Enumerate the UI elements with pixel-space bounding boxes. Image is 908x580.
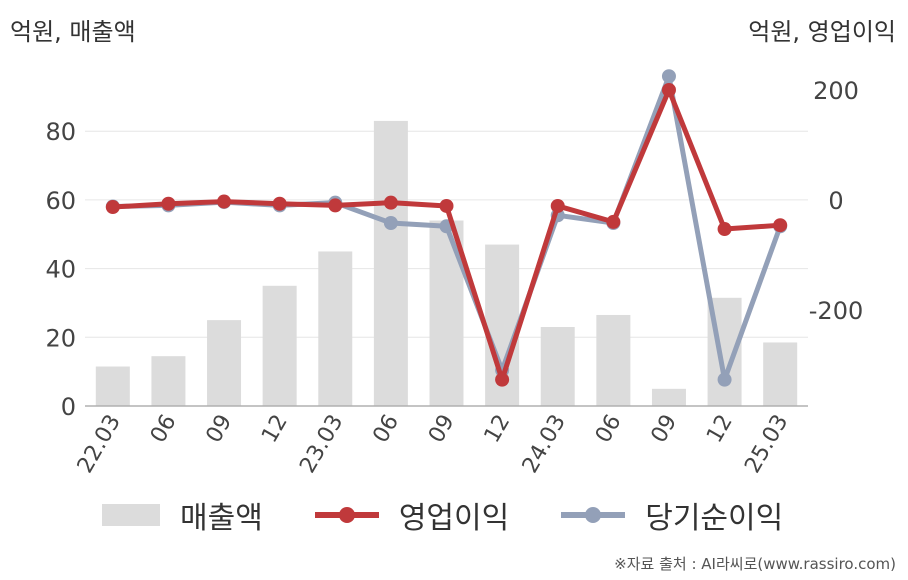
x-tick-label: 06 — [146, 411, 182, 448]
point-operating — [717, 222, 732, 237]
x-tick-label: 24.03 — [518, 411, 571, 478]
bar-revenue — [651, 388, 686, 406]
x-tick-label: 22.03 — [73, 411, 126, 478]
y-left-tick-label: 60 — [45, 187, 76, 215]
bar-revenue — [95, 366, 130, 406]
source-note: ※자료 출처 : AI라씨로(www.rassiro.com) — [614, 555, 896, 573]
point-operating — [439, 198, 454, 213]
bars — [95, 120, 798, 407]
y-right-tick-label: 0 — [828, 187, 843, 215]
point-operating — [217, 194, 232, 209]
point-operating — [606, 214, 621, 229]
x-tick-label: 12 — [702, 411, 738, 448]
bar-revenue — [763, 342, 798, 406]
point-net — [717, 372, 732, 387]
x-tick-label: 09 — [202, 411, 238, 448]
bar-revenue — [151, 356, 186, 406]
point-operating — [272, 196, 287, 211]
legend: 매출액 영업이익 당기순이익 — [102, 493, 827, 537]
legend-swatch-revenue — [102, 504, 160, 526]
legend-swatch-net — [561, 504, 626, 526]
bar-revenue — [262, 285, 297, 406]
legend-label-operating: 영업이익 — [398, 501, 510, 536]
point-operating — [773, 218, 788, 233]
x-tick-label: 06 — [368, 411, 404, 448]
x-tick-label: 09 — [424, 411, 460, 448]
y-left-unit-label: 억원, 매출액 — [10, 18, 136, 46]
point-operating — [328, 198, 343, 213]
point-operating — [661, 83, 676, 97]
point-net — [661, 69, 676, 84]
bar-revenue — [207, 320, 242, 406]
y-right-tick-label: 200 — [813, 77, 859, 105]
legend-label-net: 당기순이익 — [645, 501, 784, 536]
y-right-tick-label: -200 — [809, 297, 863, 325]
x-tick-label: 12 — [257, 411, 293, 448]
y-left-tick-label: 20 — [45, 324, 76, 352]
y-right-unit-label: 억원, 영업이익 — [748, 18, 896, 46]
point-operating — [105, 200, 120, 215]
y-left-tick-label: 0 — [61, 393, 76, 421]
point-operating — [495, 372, 510, 387]
bar-revenue — [318, 251, 353, 406]
point-operating — [383, 195, 398, 210]
lines — [105, 69, 788, 387]
legend-item-net: 당기순이익 — [561, 493, 783, 537]
y-right-ticks: 200 0 -200 — [809, 77, 863, 325]
bar-revenue — [540, 327, 575, 406]
legend-label-revenue: 매출액 — [180, 501, 263, 536]
legend-item-operating: 영업이익 — [314, 493, 510, 537]
x-tick-label: 06 — [591, 411, 627, 448]
legend-swatch-operating — [314, 504, 379, 526]
y-left-tick-label: 80 — [45, 118, 76, 146]
x-tick-label: 23.03 — [295, 411, 348, 478]
x-tick-label: 09 — [647, 411, 683, 448]
y-left-ticks: 0 20 40 60 80 — [45, 118, 76, 421]
bar-revenue — [596, 314, 631, 406]
legend-item-revenue: 매출액 — [102, 493, 263, 537]
y-left-tick-label: 40 — [45, 256, 76, 284]
point-net — [383, 215, 398, 230]
point-operating — [550, 198, 565, 213]
bar-revenue — [373, 120, 408, 407]
point-operating — [161, 196, 176, 211]
x-tick-label: 25.03 — [740, 411, 793, 478]
x-ticks: 22.03 06 09 12 23.03 06 09 12 24.03 06 09 12 25.03 — [73, 410, 794, 477]
x-tick-label: 12 — [480, 410, 516, 447]
